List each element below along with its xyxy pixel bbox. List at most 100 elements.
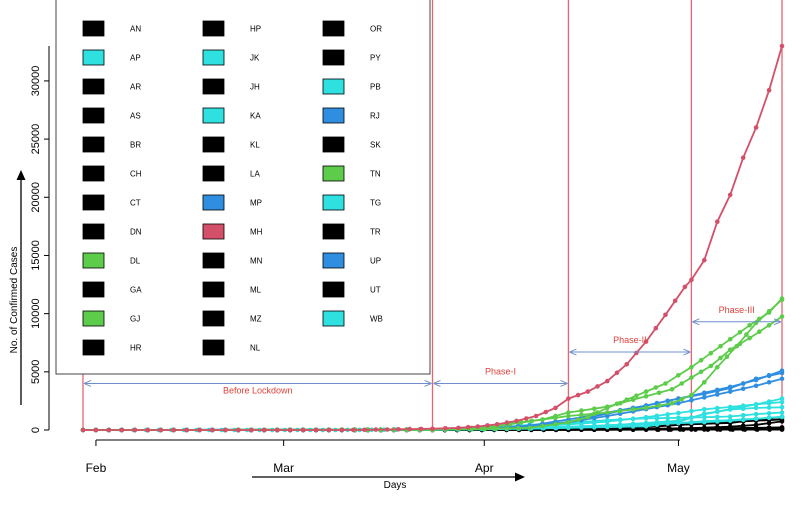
annotation-label: Before Lockdown: [223, 385, 293, 395]
data-point: [767, 380, 772, 385]
data-point: [715, 219, 720, 224]
legend-label: TR: [370, 228, 381, 237]
data-point: [516, 426, 521, 431]
legend-label: PY: [370, 54, 381, 63]
data-point: [275, 428, 280, 433]
data-point: [673, 299, 678, 304]
data-point: [689, 427, 694, 432]
data-point: [631, 422, 636, 427]
data-point: [314, 428, 319, 433]
data-point: [715, 418, 720, 423]
legend-swatch: [323, 311, 344, 326]
data-point: [553, 406, 558, 411]
data-point: [133, 428, 138, 433]
legend-swatch: [323, 282, 344, 297]
data-point: [728, 418, 733, 423]
data-point: [741, 381, 746, 386]
data-point: [351, 428, 356, 433]
data-point: [592, 416, 597, 421]
legend-label: DN: [130, 228, 142, 237]
data-point: [689, 416, 694, 421]
annotation: Phase-II: [569, 335, 690, 355]
data-point: [466, 425, 471, 430]
legend-label: TG: [370, 199, 381, 208]
data-point: [476, 424, 481, 429]
data-point: [586, 389, 591, 394]
data-point: [655, 416, 660, 421]
data-point: [741, 413, 746, 418]
legend-swatch: [203, 195, 224, 210]
data-point: [780, 297, 785, 302]
legend-label: JH: [250, 83, 260, 92]
data-point: [579, 413, 584, 418]
data-point: [715, 365, 720, 370]
legend-label: OR: [370, 25, 382, 34]
data-point: [780, 314, 785, 319]
legend-swatch: [203, 224, 224, 239]
data-point: [631, 407, 636, 412]
data-point: [327, 428, 332, 433]
y-tick-label: 10000: [30, 298, 42, 329]
data-point: [579, 408, 584, 413]
data-point: [495, 422, 500, 427]
data-point: [702, 258, 707, 263]
data-point: [665, 399, 670, 404]
annotation: Phase-III: [692, 305, 781, 325]
data-point: [780, 419, 785, 424]
data-point: [709, 351, 714, 356]
data-point: [747, 336, 752, 341]
data-point: [754, 416, 759, 421]
legend-label: UT: [370, 286, 381, 295]
data-point: [634, 393, 639, 398]
data-point: [657, 391, 662, 396]
data-point: [586, 415, 591, 420]
legend-label: GJ: [130, 315, 140, 324]
legend-label: MP: [250, 199, 262, 208]
data-point: [741, 427, 746, 432]
legend-swatch: [323, 166, 344, 181]
data-point: [780, 377, 785, 382]
data-point: [702, 380, 707, 385]
data-point: [754, 377, 759, 382]
data-point: [236, 428, 241, 433]
data-point: [676, 416, 681, 421]
data-point: [767, 427, 772, 432]
data-point: [744, 332, 749, 337]
data-point: [605, 410, 610, 415]
data-point: [618, 409, 623, 414]
data-point: [223, 428, 228, 433]
x-tick-label: May: [667, 461, 690, 475]
y-tick-label: 25000: [30, 124, 42, 155]
legend-swatch: [203, 108, 224, 123]
data-point: [654, 326, 659, 331]
legend: ANAPARASBRCHCTDNDLGAGJHRHPJKJHKAKLLAMPMH…: [56, 0, 430, 374]
y-tick-label: 5000: [30, 360, 42, 384]
data-point: [689, 420, 694, 425]
legend-swatch: [323, 108, 344, 123]
data-point: [184, 428, 189, 433]
data-point: [655, 422, 660, 427]
legend-swatch: [83, 282, 104, 297]
legend-label: SK: [370, 141, 381, 150]
legend-label: HR: [130, 344, 142, 353]
data-point: [553, 422, 558, 427]
data-point: [689, 375, 694, 380]
data-point: [618, 417, 623, 422]
legend-label: UP: [370, 257, 381, 266]
data-point: [514, 419, 519, 424]
data-point: [605, 423, 610, 428]
legend-swatch: [83, 195, 104, 210]
data-point: [767, 374, 772, 379]
legend-label: NL: [250, 344, 261, 353]
legend-swatch: [83, 253, 104, 268]
data-point: [249, 428, 254, 433]
data-point: [728, 407, 733, 412]
data-point: [624, 362, 629, 367]
data-point: [754, 427, 759, 432]
data-point: [288, 428, 293, 433]
data-point: [780, 410, 785, 415]
data-point: [158, 428, 163, 433]
data-point: [553, 414, 558, 419]
data-point: [524, 416, 529, 421]
